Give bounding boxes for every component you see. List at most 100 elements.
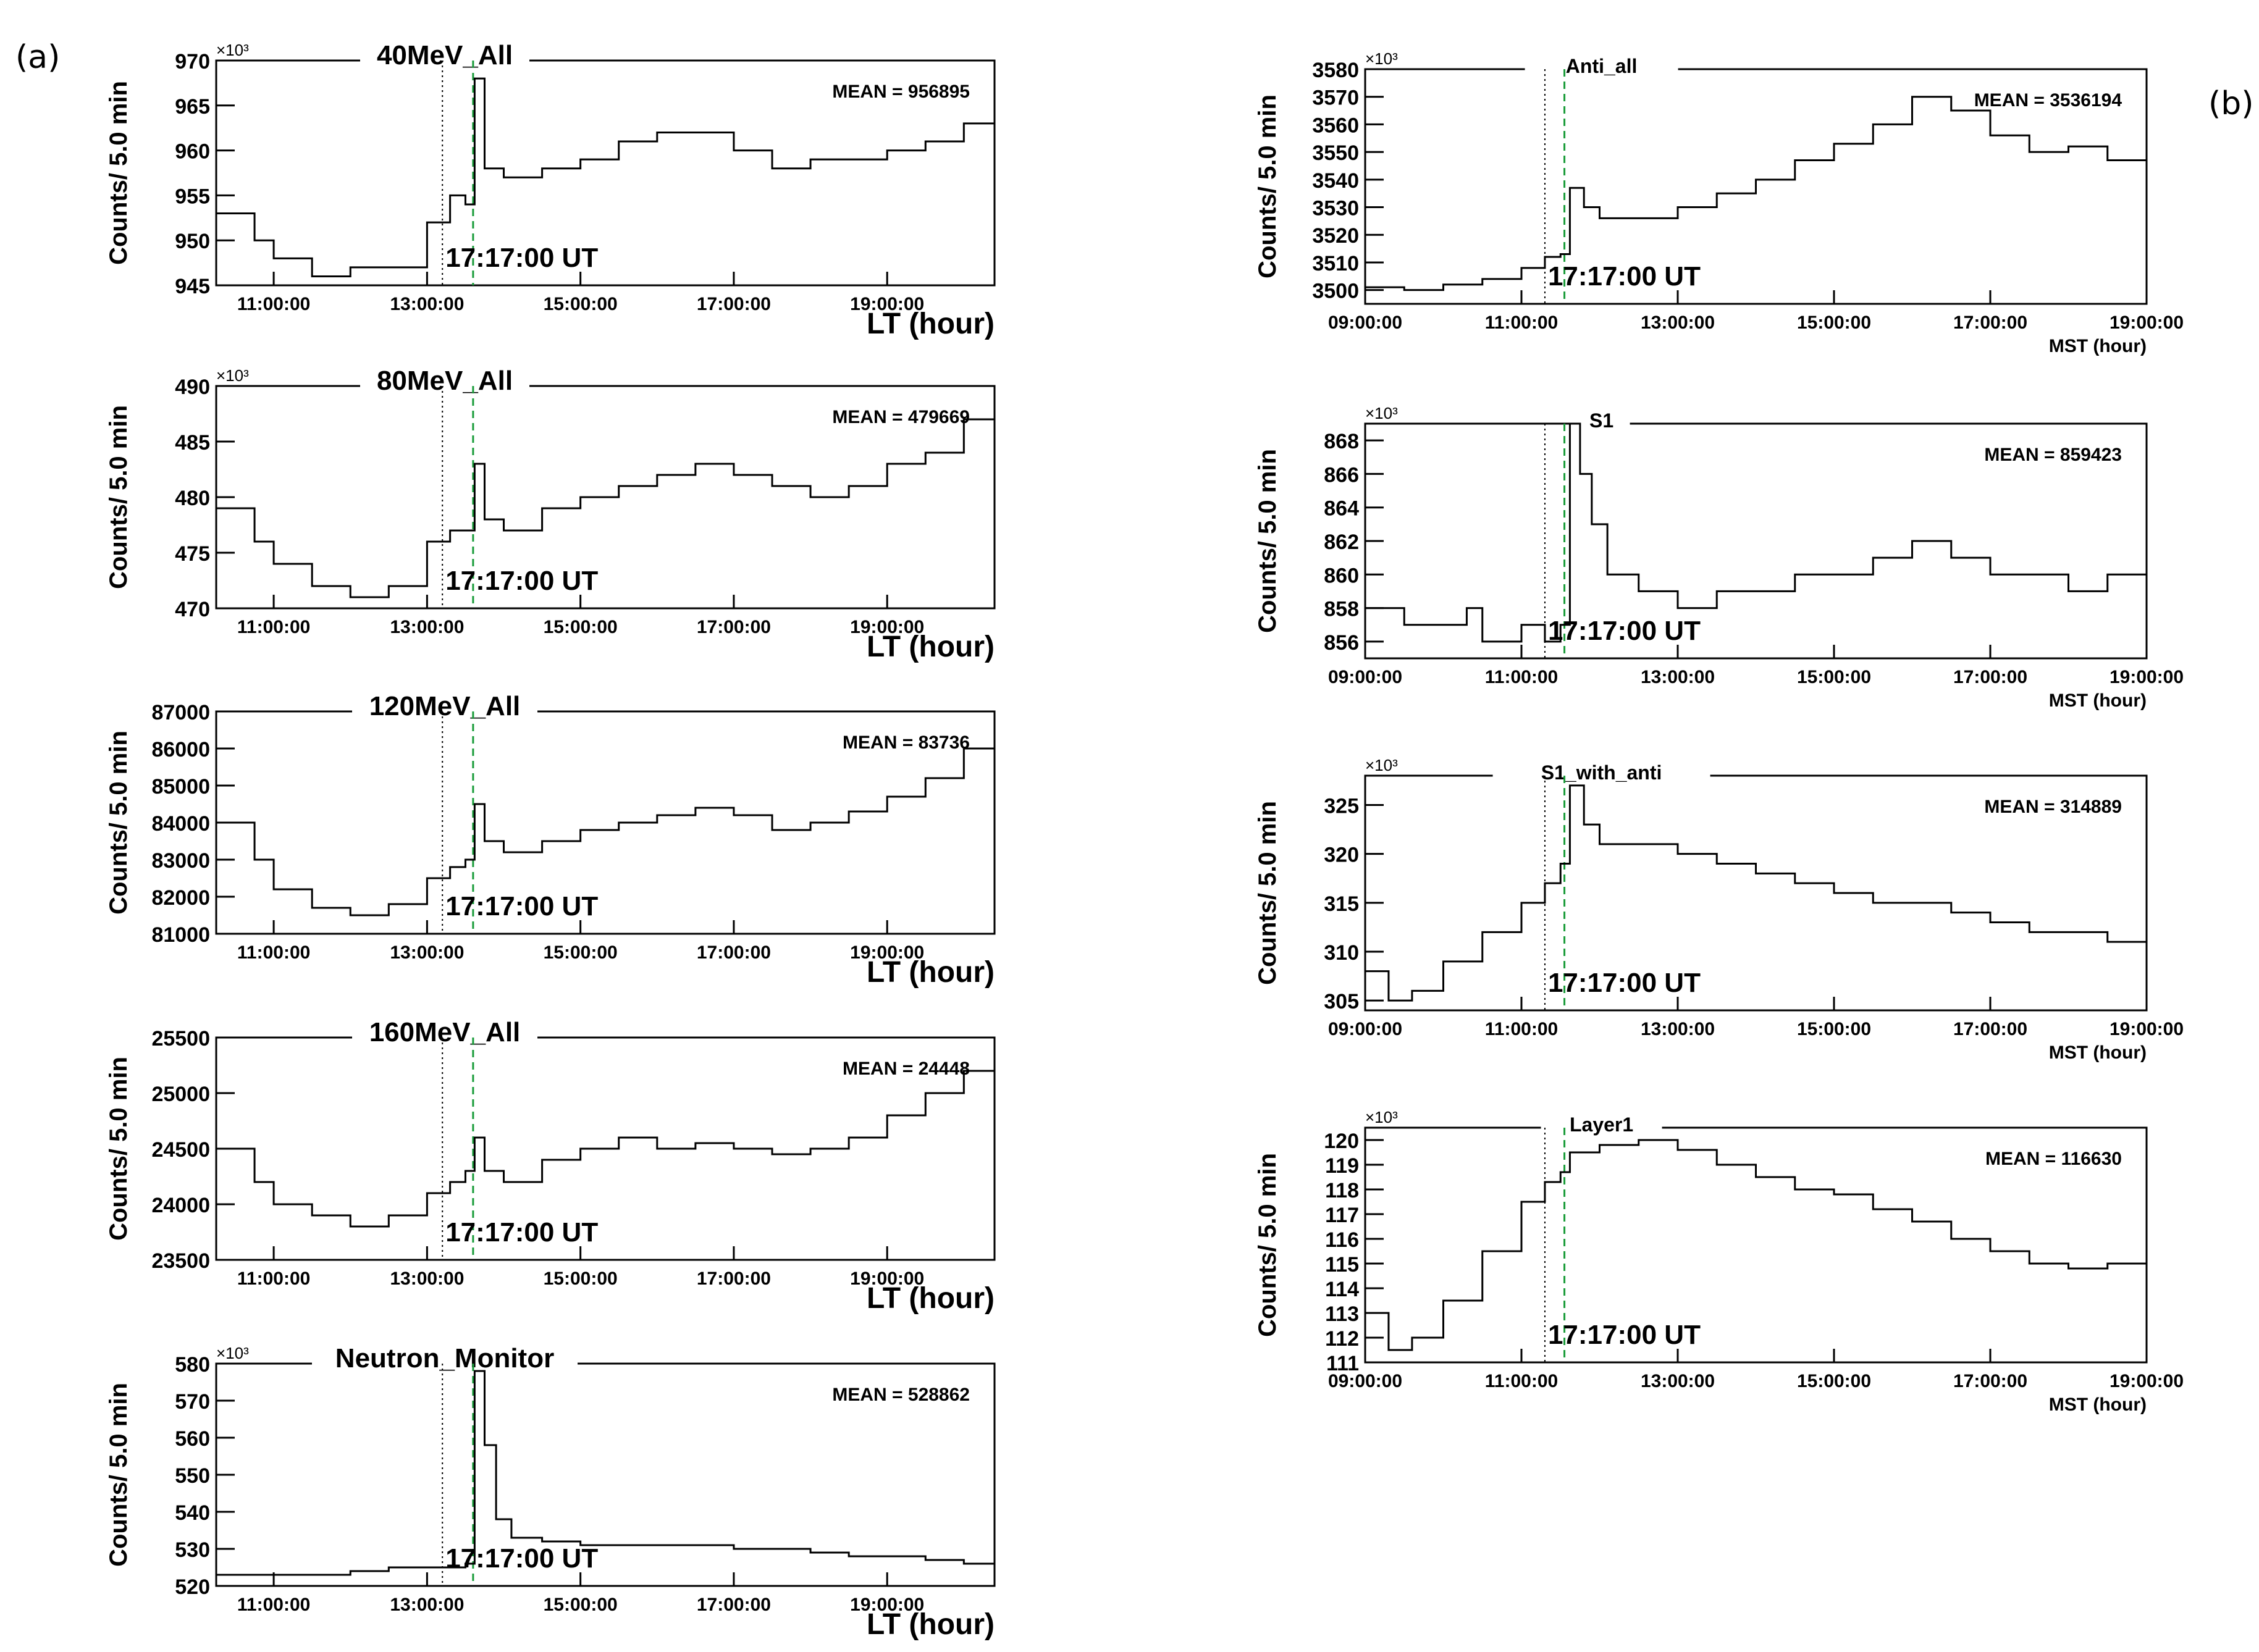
title-box — [1573, 405, 1630, 436]
data-point — [1793, 158, 1798, 163]
x-tick-label: 13:00:00 — [390, 294, 464, 314]
y-tick-label: 480 — [175, 487, 210, 510]
data-point — [214, 820, 219, 825]
data-point — [693, 1141, 698, 1146]
x-tick-label: 19:00:00 — [850, 1268, 924, 1289]
data-point — [992, 1561, 997, 1566]
y-tick-label: 25000 — [151, 1083, 210, 1106]
data-point — [2144, 180, 2149, 185]
plot-frame — [1364, 1126, 2148, 1364]
data-point — [2105, 939, 2110, 944]
data-point — [271, 256, 276, 261]
y-tick-label: 320 — [1324, 844, 1359, 867]
x-tick-label: 09:00:00 — [1328, 667, 1402, 687]
data-point — [1636, 216, 1641, 220]
title-box — [360, 367, 529, 398]
data-point — [1636, 589, 1641, 593]
data-point — [578, 1146, 583, 1151]
data-point — [923, 776, 928, 781]
y-tick-label: 490 — [175, 375, 210, 399]
data-point — [1949, 555, 1954, 560]
data-point — [1542, 881, 1547, 886]
data-point — [808, 157, 813, 162]
plot-frame — [1364, 774, 2148, 1012]
x-tick-label: 09:00:00 — [1328, 1371, 1402, 1391]
data-point — [1363, 285, 1368, 290]
data-point — [1910, 1219, 1915, 1224]
data-point — [1558, 1170, 1563, 1175]
data-point — [885, 1554, 890, 1559]
data-point — [482, 1443, 487, 1448]
data-point — [1519, 266, 1524, 270]
data-point — [271, 1202, 276, 1207]
y-axis-label: Counts/ 5.0 min — [105, 405, 132, 589]
data-point — [309, 584, 314, 589]
y-tick-label: 866 — [1324, 463, 1359, 487]
x-tick-label: 19:00:00 — [850, 942, 924, 963]
data-point — [482, 517, 487, 522]
y-axis-label: Counts/ 5.0 min — [1254, 1153, 1281, 1337]
data-point — [808, 1550, 813, 1555]
data-point — [309, 1213, 314, 1218]
data-point — [309, 905, 314, 910]
y-tick-label: 955 — [175, 185, 210, 208]
data-point — [846, 809, 851, 814]
series-line — [1365, 784, 2148, 1002]
data-point — [1589, 522, 1594, 527]
data-point — [770, 166, 775, 171]
mean-label: MEAN = 24448 — [843, 1059, 970, 1079]
data-point — [1410, 988, 1415, 993]
x-tick-label: 17:00:00 — [697, 1595, 771, 1615]
data-point — [885, 461, 890, 466]
x-tick-label: 15:00:00 — [1797, 667, 1871, 687]
x-tick-label: 15:00:00 — [1797, 312, 1871, 333]
x-tick-label: 13:00:00 — [1641, 1371, 1715, 1391]
panel-label-a: (a) — [15, 39, 60, 76]
data-point — [1793, 881, 1798, 886]
data-point — [808, 820, 813, 825]
data-point — [386, 584, 391, 589]
x-tick-label: 15:00:00 — [544, 1268, 618, 1289]
data-point — [961, 121, 966, 126]
y-tick-label: 950 — [175, 230, 210, 253]
data-point — [463, 528, 468, 533]
chart-title: 80MeV_All — [377, 366, 513, 396]
data-point — [482, 839, 487, 844]
chart-title: 40MeV_All — [377, 40, 513, 70]
data-point — [885, 794, 890, 799]
data-point — [1386, 1348, 1391, 1352]
data-point — [348, 1224, 353, 1229]
title-box — [352, 1019, 537, 1050]
data-point — [472, 802, 477, 807]
data-point — [1870, 1207, 1875, 1212]
data-point — [502, 850, 507, 855]
data-point — [616, 139, 621, 144]
chart-6: 856 858 860 862 864 866 868 09:00:00 11:00:00 13:… — [1254, 404, 2184, 711]
x-axis-label: LT (hour) — [867, 308, 995, 340]
data-point — [1754, 177, 1759, 182]
y-tick-label: 3580 — [1312, 59, 1359, 82]
data-point — [494, 1517, 498, 1522]
y-tick-label: 305 — [1324, 990, 1359, 1013]
data-point — [448, 1565, 453, 1570]
data-point — [472, 1369, 477, 1373]
data-point — [1910, 94, 1915, 99]
data-point — [885, 148, 890, 153]
data-point — [1714, 1162, 1719, 1167]
mean-label: MEAN = 314889 — [1984, 797, 2122, 817]
x-tick-label: 15:00:00 — [544, 1595, 618, 1615]
data-point — [214, 211, 219, 216]
data-point — [448, 193, 453, 198]
x-tick-label: 15:00:00 — [544, 294, 618, 314]
x-tick-label: 17:00:00 — [697, 294, 771, 314]
data-point — [472, 461, 477, 466]
y-tick-label: 3560 — [1312, 114, 1359, 137]
data-point — [1567, 185, 1572, 190]
x-axis-label: MST (hour) — [2049, 690, 2147, 711]
y-tick-label: 25500 — [151, 1027, 210, 1050]
y-multiplier: ×10³ — [216, 366, 249, 385]
y-tick-label: 856 — [1324, 631, 1359, 655]
data-point — [463, 202, 468, 207]
data-point — [309, 274, 314, 279]
y-tick-label: 85000 — [151, 775, 210, 799]
